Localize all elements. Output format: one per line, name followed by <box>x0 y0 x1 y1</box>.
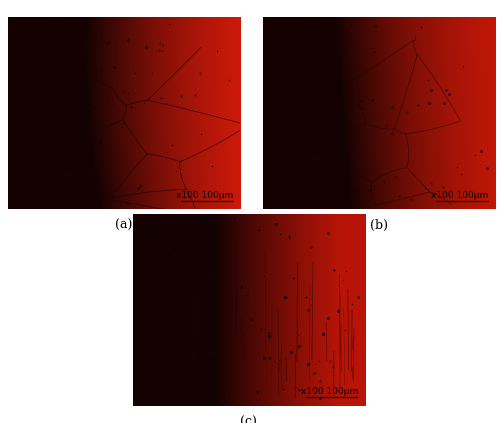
Text: x100 100μm: x100 100μm <box>431 191 488 200</box>
Text: x100 100μm: x100 100μm <box>301 387 358 396</box>
Text: x100 100μm: x100 100μm <box>176 191 233 200</box>
Text: (c): (c) <box>240 416 257 423</box>
Text: (a): (a) <box>115 219 132 232</box>
Text: (b): (b) <box>370 219 388 232</box>
